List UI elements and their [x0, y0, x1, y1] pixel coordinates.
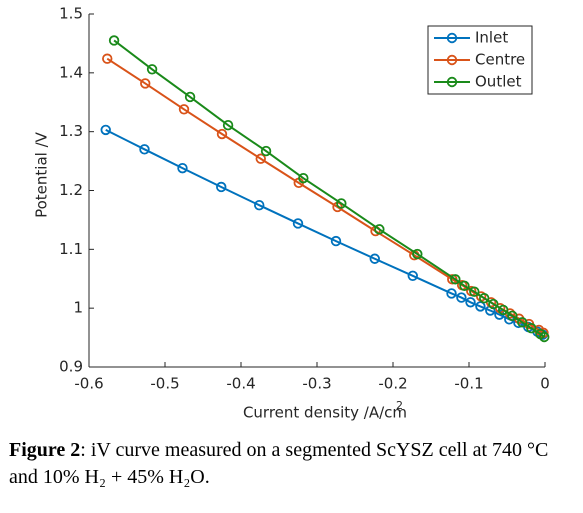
data-point — [184, 91, 196, 103]
data-point — [412, 248, 423, 260]
data-point — [374, 224, 385, 235]
legend-label: Inlet — [475, 29, 508, 47]
legend-label: Centre — [475, 51, 525, 69]
data-point — [140, 78, 151, 89]
data-point — [178, 104, 190, 115]
y-tick-label: 1.1 — [59, 240, 83, 258]
series-line — [106, 57, 545, 334]
data-point — [336, 198, 347, 209]
y-axis-label: Potential /V — [33, 131, 51, 218]
x-axis-label-superscript: 2 — [396, 399, 403, 412]
data-point — [216, 181, 227, 193]
data-point — [475, 301, 486, 312]
x-axis-label: Current density /A/cm — [243, 404, 407, 422]
data-point — [100, 124, 111, 136]
data-point — [369, 253, 380, 264]
y-tick-label: 1 — [73, 299, 83, 317]
data-point — [479, 292, 490, 304]
y-tick-label: 1.4 — [59, 63, 83, 81]
data-point — [330, 235, 342, 247]
data-point — [146, 64, 158, 75]
data-point — [216, 128, 228, 140]
data-point — [298, 172, 309, 184]
y-tick-label: 1.2 — [59, 181, 83, 199]
y-tick-label: 1.3 — [59, 122, 83, 140]
data-point — [292, 218, 304, 229]
x-tick-label: -0.5 — [150, 375, 179, 393]
data-point — [469, 286, 480, 297]
data-point — [507, 310, 518, 322]
data-point — [517, 317, 528, 328]
data-point — [526, 322, 537, 334]
legend-marker — [446, 76, 458, 88]
data-point — [498, 304, 509, 316]
data-point — [465, 297, 476, 308]
x-tick-label: -0.1 — [454, 375, 483, 393]
data-point — [450, 274, 461, 285]
data-point — [102, 53, 113, 64]
data-point — [456, 292, 467, 303]
chart: Potential /V Current density /A/cm 2 0.9… — [33, 5, 550, 422]
x-tick-label: -0.2 — [378, 375, 407, 393]
data-point — [222, 119, 234, 131]
figure-caption: Figure 2: iV curve measured on a segment… — [9, 437, 581, 491]
data-point — [459, 280, 470, 292]
data-point — [539, 331, 550, 343]
data-point — [260, 145, 272, 157]
data-point — [254, 200, 265, 211]
legend-marker — [446, 32, 458, 44]
data-point — [108, 35, 120, 46]
x-tick-label: -0.4 — [226, 375, 255, 393]
caption-text: : iV curve measured on a segmented ScYSZ… — [9, 439, 549, 488]
series-line — [113, 39, 545, 338]
data-point — [446, 288, 457, 299]
x-tick-label: -0.3 — [302, 375, 331, 393]
x-tick-label: -0.6 — [74, 375, 103, 393]
data-point — [139, 144, 150, 155]
y-tick-label: 1.5 — [59, 5, 83, 23]
data-point — [488, 298, 499, 310]
legend-label: Outlet — [475, 73, 522, 91]
data-point — [407, 270, 418, 282]
data-point — [255, 153, 266, 164]
caption-label: Figure 2 — [9, 439, 81, 461]
legend-marker — [446, 54, 458, 66]
data-point — [177, 162, 188, 174]
x-tick-label: 0 — [540, 375, 550, 393]
y-tick-label: 0.9 — [59, 358, 83, 376]
